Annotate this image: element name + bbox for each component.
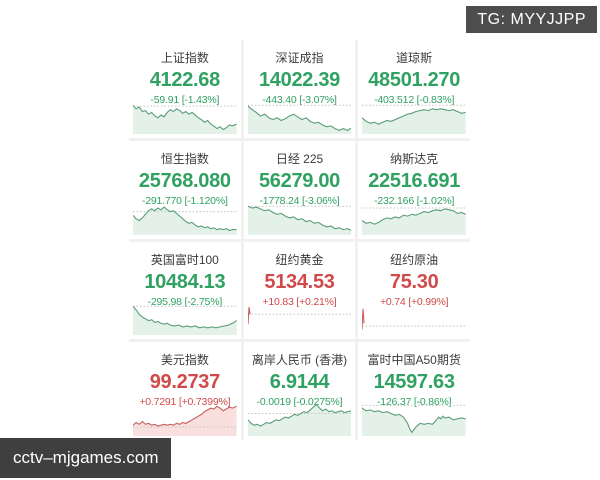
index-name: 英国富时100 bbox=[150, 252, 219, 267]
index-name: 道琼斯 bbox=[396, 51, 433, 65]
index-card[interactable]: 富时中国A50期货 14597.63 -126.37 [-0.86%] bbox=[358, 342, 470, 440]
index-change: -232.166 [-1.02%] bbox=[374, 194, 455, 207]
index-card[interactable]: 纽约原油 75.30 +0.74 [+0.99%] bbox=[358, 241, 470, 340]
index-change: -403.512 [-0.83%] bbox=[374, 94, 455, 106]
index-sparkline bbox=[133, 299, 237, 336]
index-value: 14597.63 bbox=[373, 371, 455, 394]
index-value: 10484.13 bbox=[144, 270, 226, 293]
index-card[interactable]: 英国富时100 10484.13 -295.98 [-2.75%] bbox=[129, 241, 241, 340]
index-card[interactable]: 纽约黄金 5134.53 +10.83 [+0.21%] bbox=[243, 241, 356, 340]
index-name: 富时中国A50期货 bbox=[367, 353, 461, 368]
index-value: 48501.270 bbox=[368, 69, 461, 91]
index-sparkline bbox=[362, 400, 466, 436]
index-value: 99.2737 bbox=[149, 371, 221, 394]
index-change: +0.7291 [+0.7399%] bbox=[139, 396, 231, 409]
index-sparkline bbox=[133, 98, 237, 134]
index-value: 22516.691 bbox=[368, 169, 461, 192]
index-card[interactable]: 离岸人民币 (香港) 6.9144 -0.0019 [-0.0275%] bbox=[243, 342, 356, 440]
index-change: +0.74 [+0.99%] bbox=[379, 295, 449, 308]
index-card[interactable]: 日经 225 56279.00 -1778.24 [-3.06%] bbox=[243, 140, 356, 239]
index-value: 4122.68 bbox=[149, 69, 221, 91]
index-sparkline bbox=[362, 299, 466, 335]
index-sparkline bbox=[248, 299, 352, 335]
index-grid: 上证指数 4122.68 -59.91 [-1.43%] 深证成指 14022.… bbox=[129, 40, 470, 440]
index-sparkline bbox=[133, 400, 237, 436]
index-change: -291.770 [-1.120%] bbox=[141, 194, 228, 207]
index-value: 25768.080 bbox=[138, 169, 231, 192]
index-sparkline bbox=[247, 400, 352, 436]
index-name: 纽约黄金 bbox=[275, 252, 324, 267]
index-name: 上证指数 bbox=[160, 51, 209, 65]
index-change: -0.0019 [-0.0275%] bbox=[256, 396, 343, 409]
index-change: -59.91 [-1.43%] bbox=[150, 94, 220, 106]
index-card[interactable]: 纳斯达克 22516.691 -232.166 [-1.02%] bbox=[358, 140, 470, 239]
index-value: 56279.00 bbox=[258, 169, 340, 192]
index-name: 深证成指 bbox=[275, 51, 324, 65]
index-sparkline bbox=[362, 98, 466, 134]
index-name: 纽约原油 bbox=[390, 252, 439, 267]
index-sparkline bbox=[247, 199, 352, 235]
index-card[interactable]: 深证成指 14022.39 -443.40 [-3.07%] bbox=[243, 40, 356, 138]
index-change: +10.83 [+0.21%] bbox=[262, 295, 337, 308]
index-sparkline bbox=[247, 98, 352, 134]
index-value: 75.30 bbox=[389, 270, 439, 293]
index-value: 6.9144 bbox=[269, 371, 330, 394]
index-name: 美元指数 bbox=[160, 353, 209, 368]
index-name: 恒生指数 bbox=[160, 151, 209, 166]
index-card[interactable]: 道琼斯 48501.270 -403.512 [-0.83%] bbox=[358, 40, 470, 138]
index-sparkline bbox=[362, 199, 466, 235]
index-name: 离岸人民币 (香港) bbox=[251, 353, 348, 368]
index-value: 14022.39 bbox=[258, 69, 340, 91]
index-change: -295.98 [-2.75%] bbox=[147, 295, 223, 308]
index-card[interactable]: 上证指数 4122.68 -59.91 [-1.43%] bbox=[129, 40, 241, 138]
index-change: -1778.24 [-3.06%] bbox=[259, 194, 340, 207]
index-change: -443.40 [-3.07%] bbox=[262, 94, 337, 106]
index-name: 纳斯达克 bbox=[390, 151, 439, 166]
watermark: cctv–mjgames.com bbox=[0, 438, 172, 478]
index-value: 5134.53 bbox=[264, 270, 335, 293]
index-card[interactable]: 恒生指数 25768.080 -291.770 [-1.120%] bbox=[129, 140, 241, 239]
tg-badge: TG: MYYJJPP bbox=[466, 6, 597, 33]
index-name: 日经 225 bbox=[275, 151, 324, 166]
index-sparkline bbox=[133, 199, 237, 235]
index-card[interactable]: 美元指数 99.2737 +0.7291 [+0.7399%] bbox=[129, 342, 241, 440]
